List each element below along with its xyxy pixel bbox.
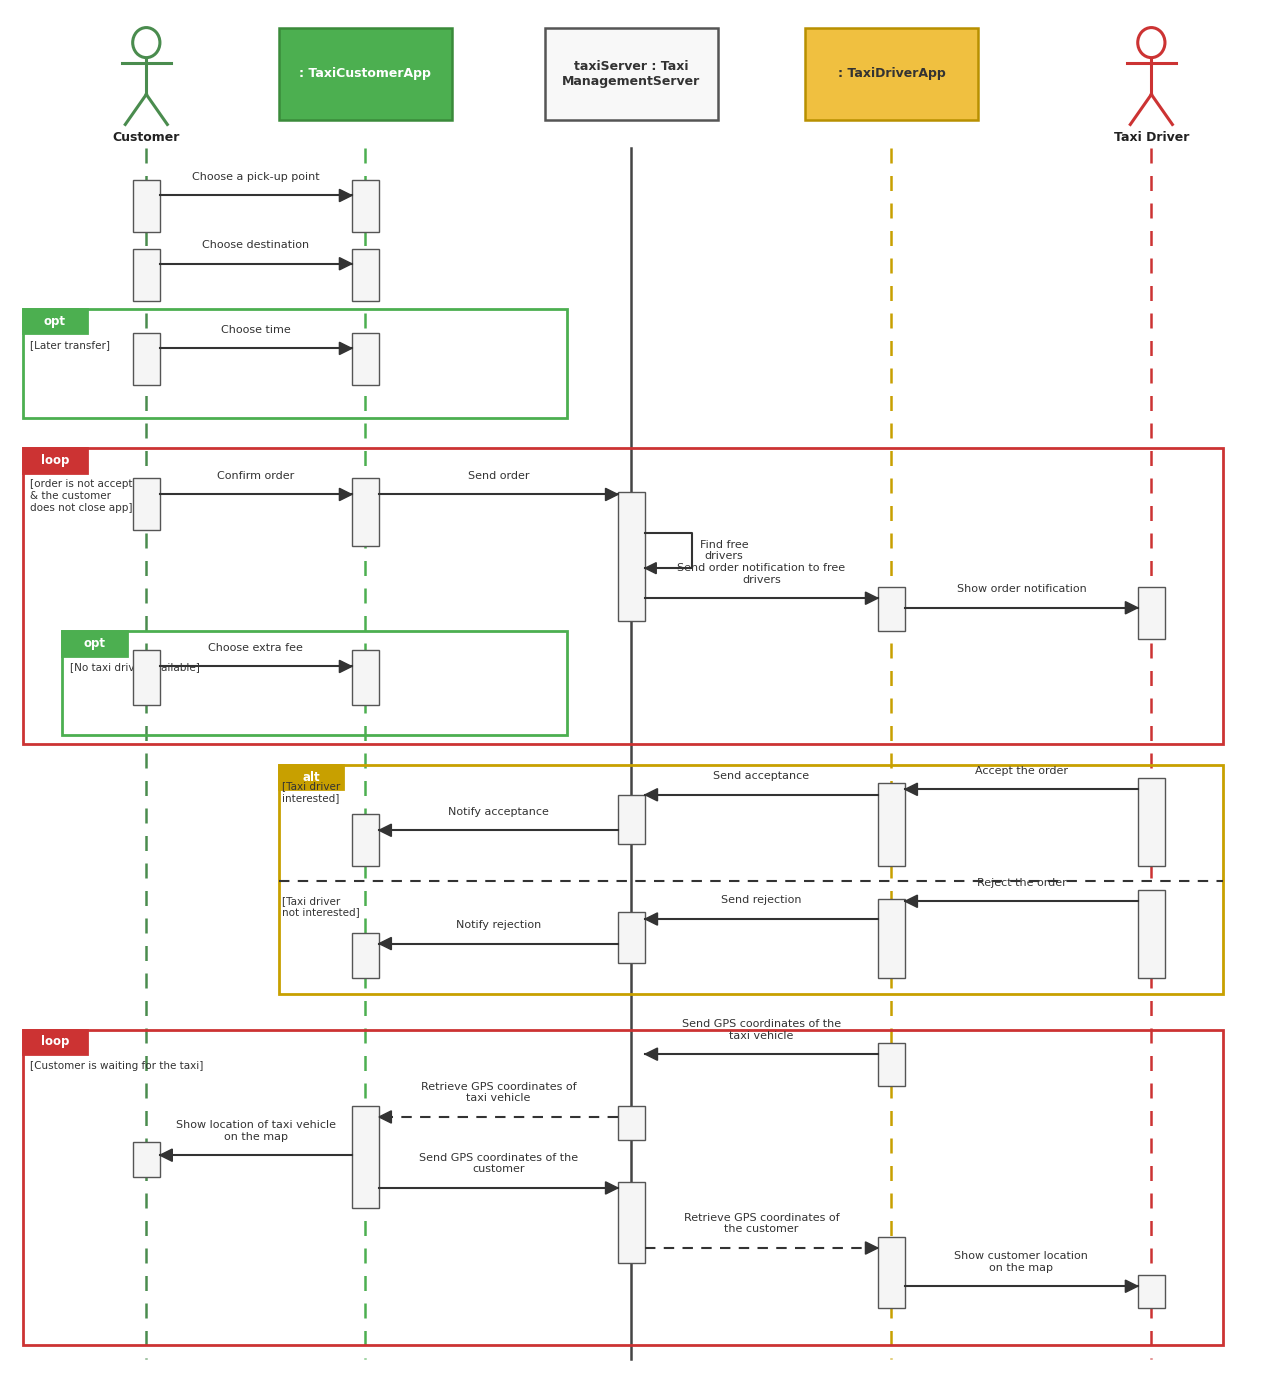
Text: opt: opt [83, 637, 105, 649]
Bar [1138, 779, 1164, 866]
Text: Choose extra fee: Choose extra fee [208, 642, 303, 653]
Polygon shape [645, 1048, 658, 1060]
Bar [133, 1141, 160, 1177]
Bar [618, 795, 645, 844]
Bar [618, 492, 645, 621]
Polygon shape [340, 258, 352, 270]
Text: loop: loop [40, 1035, 69, 1049]
FancyBboxPatch shape [279, 765, 344, 790]
Bar [23, 309, 567, 418]
Polygon shape [379, 825, 392, 836]
Bar [352, 651, 379, 705]
Bar [618, 1106, 645, 1139]
Bar [279, 765, 1223, 995]
FancyBboxPatch shape [805, 28, 978, 120]
Text: loop: loop [40, 454, 69, 467]
Text: Choose a pick-up point: Choose a pick-up point [192, 171, 320, 182]
Text: Send GPS coordinates of the
taxi vehicle: Send GPS coordinates of the taxi vehicle [682, 1018, 841, 1041]
Text: Retrieve GPS coordinates of
the customer: Retrieve GPS coordinates of the customer [683, 1213, 840, 1234]
Text: Find free
drivers: Find free drivers [700, 539, 748, 561]
Text: Confirm order: Confirm order [217, 471, 294, 481]
Text: : TaxiCustomerApp: : TaxiCustomerApp [299, 67, 432, 81]
Polygon shape [605, 1181, 618, 1194]
Polygon shape [1125, 602, 1138, 614]
Polygon shape [645, 788, 658, 801]
Text: Show location of taxi vehicle
on the map: Show location of taxi vehicle on the map [176, 1120, 336, 1141]
Bar [352, 814, 379, 866]
Text: Notify acceptance: Notify acceptance [448, 807, 549, 816]
Polygon shape [645, 563, 657, 574]
Polygon shape [605, 489, 618, 500]
Text: Accept the order: Accept the order [975, 766, 1068, 776]
Text: Send acceptance: Send acceptance [714, 772, 810, 781]
Bar [23, 449, 1223, 744]
Text: : TaxiDriverApp: : TaxiDriverApp [837, 67, 945, 81]
Text: Retrieve GPS coordinates of
taxi vehicle: Retrieve GPS coordinates of taxi vehicle [421, 1082, 576, 1103]
Polygon shape [160, 1149, 172, 1162]
Polygon shape [865, 592, 878, 605]
Bar [352, 333, 379, 386]
Bar [878, 783, 906, 866]
Text: Choose time: Choose time [221, 325, 290, 334]
Text: [Later transfer]: [Later transfer] [30, 340, 110, 350]
Text: Send order notification to free
drivers: Send order notification to free drivers [677, 563, 845, 585]
FancyBboxPatch shape [544, 28, 719, 120]
Bar [1138, 890, 1164, 978]
Text: [order is not accepted
& the customer
does not close app]: [order is not accepted & the customer do… [30, 479, 145, 513]
Polygon shape [906, 896, 917, 907]
Text: [No taxi driver available]: [No taxi driver available] [69, 663, 200, 673]
Text: [Customer is waiting for the taxi]: [Customer is waiting for the taxi] [30, 1061, 203, 1071]
Text: opt: opt [44, 315, 66, 327]
Text: taxiServer : Taxi
ManagementServer: taxiServer : Taxi ManagementServer [562, 60, 701, 88]
Bar [133, 181, 160, 233]
Text: Send rejection: Send rejection [721, 896, 802, 905]
Text: alt: alt [302, 770, 320, 783]
Polygon shape [865, 1243, 878, 1254]
Text: Reject the order: Reject the order [976, 878, 1066, 887]
Polygon shape [340, 489, 352, 500]
Bar [878, 588, 906, 631]
Text: Taxi Driver: Taxi Driver [1114, 131, 1188, 145]
FancyBboxPatch shape [279, 28, 452, 120]
Text: [Taxi driver
not interested]: [Taxi driver not interested] [283, 896, 360, 918]
Bar [618, 912, 645, 963]
Polygon shape [379, 937, 392, 950]
Bar [1138, 1276, 1164, 1308]
Text: Choose destination: Choose destination [202, 240, 309, 251]
Bar [352, 249, 379, 301]
Bar [62, 631, 567, 734]
Text: [Taxi driver
interested]: [Taxi driver interested] [283, 781, 341, 802]
Bar [878, 1043, 906, 1085]
Polygon shape [645, 912, 658, 925]
Polygon shape [340, 660, 352, 673]
Polygon shape [340, 343, 352, 355]
Bar [352, 933, 379, 978]
Bar [618, 1183, 645, 1263]
FancyBboxPatch shape [62, 631, 126, 656]
Bar [133, 651, 160, 705]
Text: Send order: Send order [467, 471, 529, 481]
Text: Send GPS coordinates of the
customer: Send GPS coordinates of the customer [419, 1152, 578, 1174]
Bar [133, 333, 160, 386]
Bar [133, 249, 160, 301]
Text: Show order notification: Show order notification [956, 584, 1086, 593]
Bar [878, 898, 906, 978]
Bar [352, 181, 379, 233]
Bar [23, 1029, 1223, 1346]
Bar [878, 1237, 906, 1308]
Bar [133, 478, 160, 529]
Polygon shape [379, 1110, 392, 1123]
Polygon shape [340, 189, 352, 202]
Bar [1138, 588, 1164, 639]
Bar [352, 478, 379, 546]
Polygon shape [906, 783, 917, 795]
FancyBboxPatch shape [23, 449, 87, 472]
Text: Show customer location
on the map: Show customer location on the map [955, 1251, 1089, 1273]
Bar [352, 1106, 379, 1208]
FancyBboxPatch shape [23, 309, 87, 333]
Text: Notify rejection: Notify rejection [456, 919, 541, 931]
Text: Customer: Customer [112, 131, 181, 145]
Polygon shape [1125, 1280, 1138, 1293]
FancyBboxPatch shape [23, 1029, 87, 1055]
